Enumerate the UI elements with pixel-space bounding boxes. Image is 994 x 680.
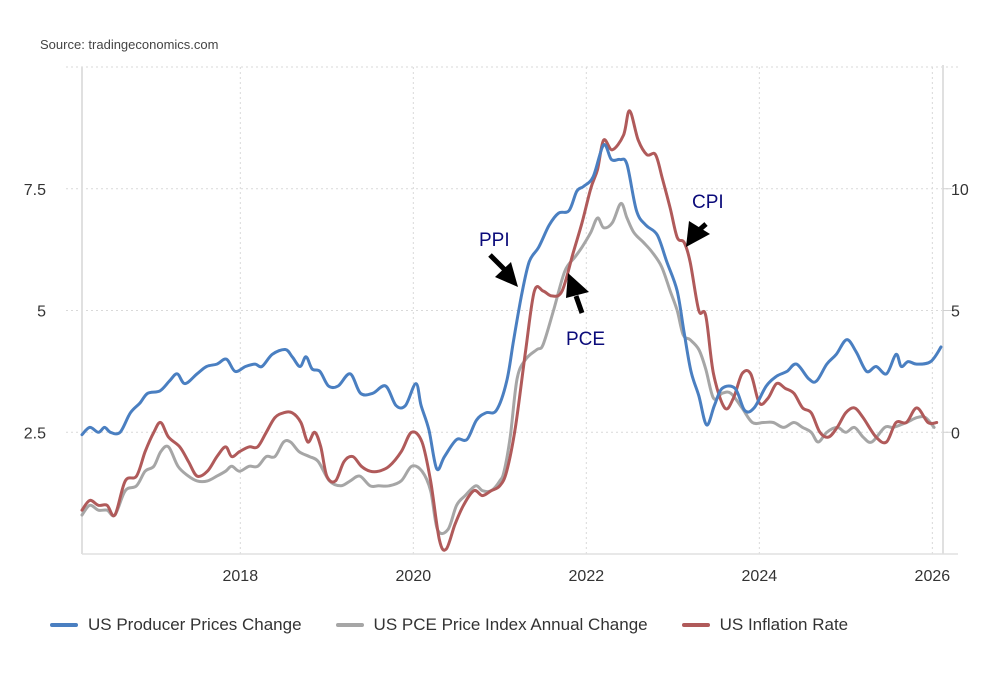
y-right-tick-label: 5 <box>951 304 960 321</box>
y-right-tick-label: 10 <box>951 182 969 199</box>
x-tick-label: 2018 <box>223 568 259 585</box>
x-tick-label: 2022 <box>569 568 605 585</box>
legend-item-cpi[interactable]: US Inflation Rate <box>681 615 849 635</box>
legend: US Producer Prices Change US PCE Price I… <box>50 615 848 635</box>
annotation-pce-label: PCE <box>566 329 605 350</box>
legend-label-ppi: US Producer Prices Change <box>88 615 302 634</box>
x-tick-label: 2024 <box>742 568 778 585</box>
x-tick-label: 2020 <box>396 568 432 585</box>
x-tick-label: 2026 <box>915 568 951 585</box>
y-left-tick-label: 2.5 <box>24 425 46 442</box>
legend-label-cpi: US Inflation Rate <box>719 615 849 634</box>
y-right-tick-label: 0 <box>951 425 960 442</box>
legend-label-pce: US PCE Price Index Annual Change <box>373 615 648 634</box>
series-lines <box>80 109 943 552</box>
series-line-pce <box>80 201 936 536</box>
annotation-pce-arrow <box>566 273 589 314</box>
annotation-ppi-label: PPI <box>479 230 510 251</box>
y-left-tick-label: 7.5 <box>24 182 46 199</box>
annotation-cpi-label: CPI <box>692 192 724 213</box>
chart: 2.5 5 7.5 0 5 10 2018 2020 2022 2024 2026 PPI PCE … <box>24 65 969 585</box>
legend-item-ppi[interactable]: US Producer Prices Change <box>50 615 302 635</box>
annotation-ppi-arrow <box>488 253 518 287</box>
series-line-ppi <box>80 143 943 472</box>
axes: 2.5 5 7.5 0 5 10 2018 2020 2022 2024 2026 <box>24 65 969 585</box>
annotations: PPI PCE CPI <box>479 192 724 350</box>
legend-swatch-pce <box>335 623 364 627</box>
legend-swatch-cpi <box>681 623 710 627</box>
legend-swatch-ppi <box>50 623 78 627</box>
source-label: Source: tradingeconomics.com <box>40 37 219 52</box>
legend-item-pce[interactable]: US PCE Price Index Annual Change <box>335 615 648 635</box>
annotation-cpi-arrow <box>686 221 710 247</box>
series-line-cpi <box>80 109 939 552</box>
y-left-tick-label: 5 <box>37 304 46 321</box>
